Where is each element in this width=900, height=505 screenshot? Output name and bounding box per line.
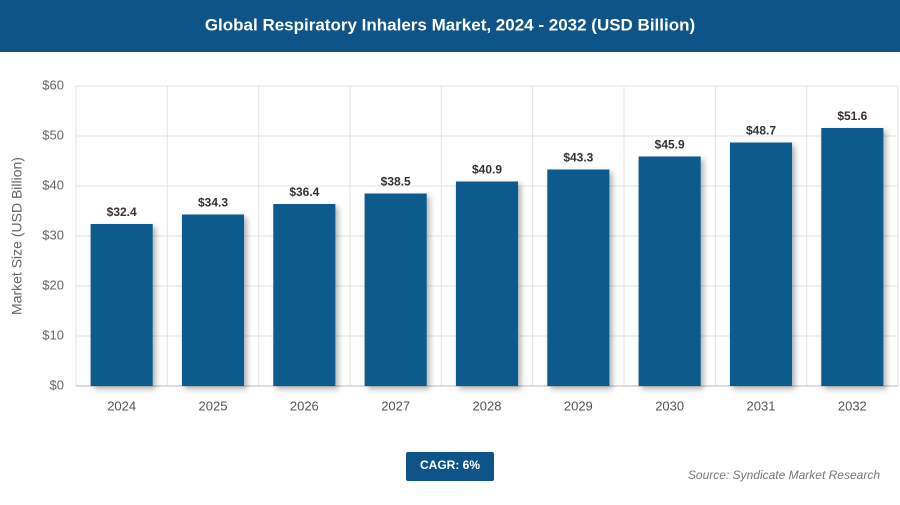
value-label: $45.9 <box>655 138 685 152</box>
bar <box>821 128 884 386</box>
y-tick-label: $10 <box>42 327 64 342</box>
bar <box>729 142 793 386</box>
value-label: $48.7 <box>746 124 776 138</box>
y-axis-label: Market Size (USD Billion) <box>9 157 25 315</box>
bar <box>181 214 245 386</box>
bar <box>638 156 701 386</box>
title-bar <box>0 0 900 52</box>
source-text: Source: Syndicate Market Research <box>688 468 880 482</box>
value-label: $38.5 <box>381 175 411 189</box>
x-tick-label: 2029 <box>564 398 593 413</box>
x-tick-label: 2031 <box>747 398 776 413</box>
bar <box>547 169 610 386</box>
x-tick-label: 2024 <box>107 398 136 413</box>
value-label: $36.4 <box>289 185 319 199</box>
value-label: $40.9 <box>472 163 502 177</box>
y-tick-label: $60 <box>42 77 64 92</box>
bar <box>90 224 153 386</box>
cagr-text: CAGR: 6% <box>420 458 480 472</box>
bar <box>455 181 519 386</box>
y-tick-label: $0 <box>50 377 64 392</box>
value-label: $51.6 <box>837 109 867 123</box>
y-tick-label: $20 <box>42 277 64 292</box>
y-tick-label: $30 <box>42 227 64 242</box>
x-tick-label: 2025 <box>199 398 228 413</box>
bar <box>364 193 427 386</box>
x-tick-label: 2027 <box>381 398 410 413</box>
value-label: $43.3 <box>563 151 593 165</box>
cagr-badge <box>406 452 494 481</box>
y-tick-label: $50 <box>42 127 64 142</box>
bar <box>273 204 336 386</box>
x-tick-label: 2030 <box>655 398 684 413</box>
chart-title: Global Respiratory Inhalers Market, 2024… <box>205 15 695 34</box>
y-tick-label: $40 <box>42 177 64 192</box>
x-tick-label: 2026 <box>290 398 319 413</box>
x-tick-label: 2032 <box>838 398 867 413</box>
value-label: $32.4 <box>107 205 137 219</box>
value-label: $34.3 <box>198 196 228 210</box>
x-tick-label: 2028 <box>473 398 502 413</box>
